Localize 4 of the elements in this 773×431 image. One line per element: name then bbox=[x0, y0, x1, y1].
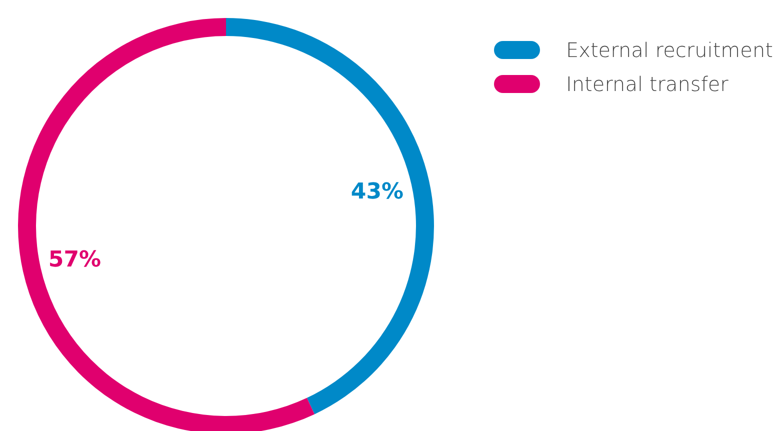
data-label: 57% bbox=[48, 247, 102, 272]
legend-label: External recruitment bbox=[566, 38, 773, 62]
data-label: 43% bbox=[350, 180, 404, 205]
legend-label: Internal transfer bbox=[566, 72, 728, 96]
